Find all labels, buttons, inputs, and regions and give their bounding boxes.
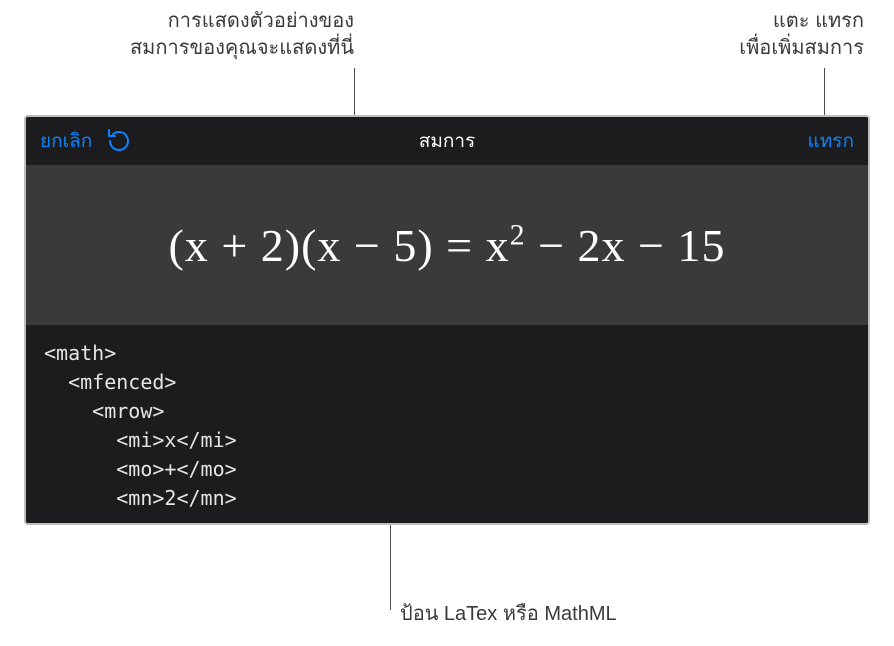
- equation-preview-area: (x + 2)(x − 5) = x2 − 2x − 15: [26, 165, 868, 325]
- insert-button[interactable]: แทรก: [808, 126, 854, 156]
- equation-editor-dialog: ยกเลิก สมการ แทรก (x + 2)(x − 5) = x2 − …: [24, 115, 870, 525]
- undo-icon[interactable]: [106, 128, 132, 154]
- dialog-title: สมการ: [419, 126, 476, 156]
- dialog-header: ยกเลิก สมการ แทรก: [26, 117, 868, 165]
- callout-preview-note: การแสดงตัวอย่างของ สมการของคุณจะแสดงที่น…: [130, 8, 354, 62]
- equation-preview: (x + 2)(x − 5) = x2 − 2x − 15: [169, 219, 726, 272]
- callout-insert-note: แตะ แทรก เพื่อเพิ่มสมการ: [739, 8, 864, 62]
- callout-input-note: ป้อน LaTex หรือ MathML: [400, 601, 617, 628]
- dialog-header-left: ยกเลิก: [40, 126, 132, 156]
- equation-code-input[interactable]: <math> <mfenced> <mrow> <mi>x</mi> <mo>+…: [26, 325, 868, 523]
- cancel-button[interactable]: ยกเลิก: [40, 126, 92, 156]
